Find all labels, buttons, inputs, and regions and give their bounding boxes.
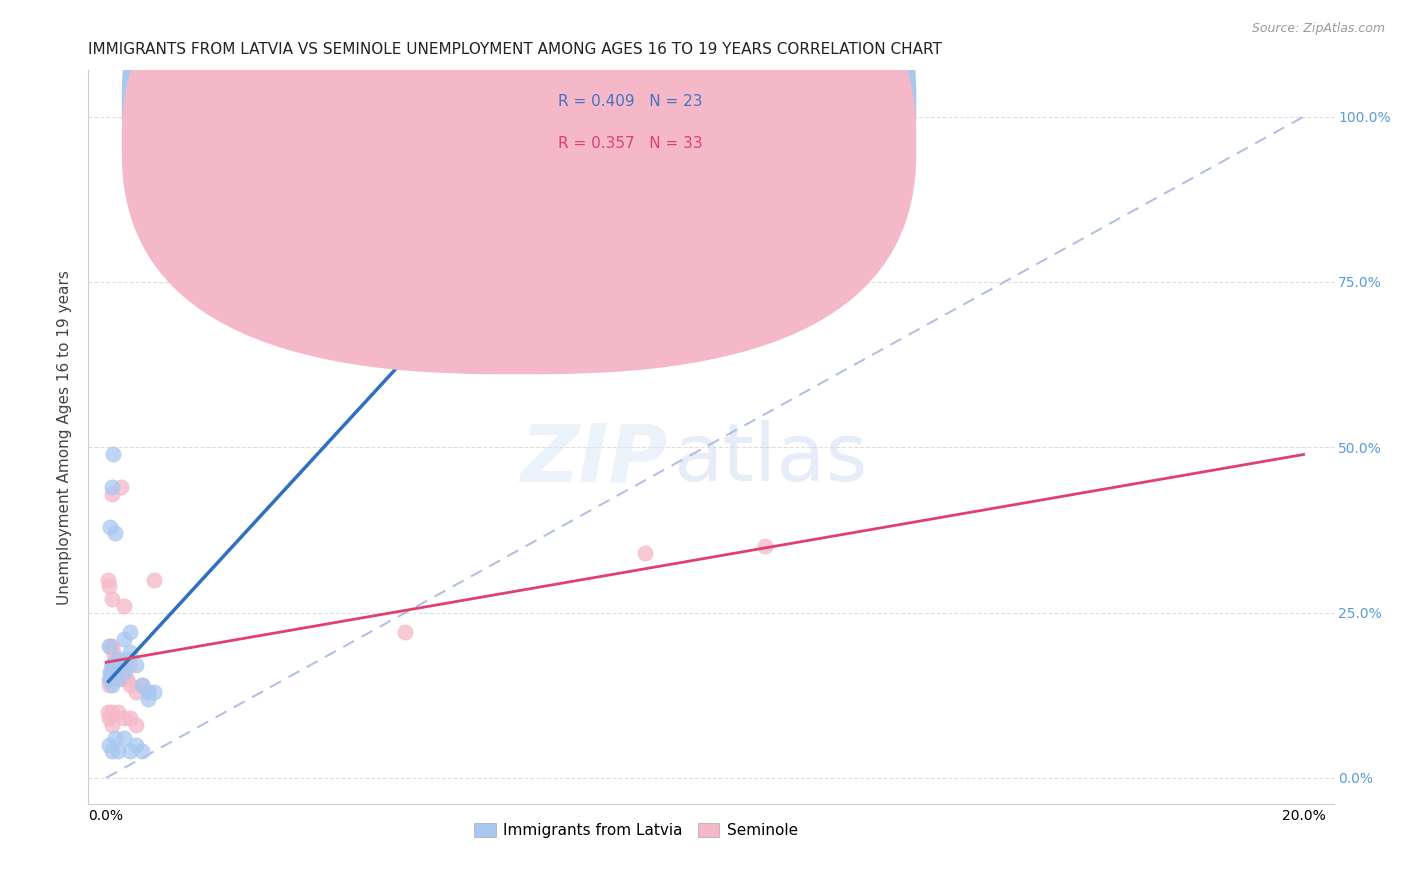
Point <box>98 579 121 593</box>
Text: R = 0.409   N = 23: R = 0.409 N = 23 <box>558 95 702 110</box>
Point <box>112 711 135 725</box>
Point <box>115 652 138 666</box>
Point <box>131 678 153 692</box>
Point <box>104 526 127 541</box>
Point <box>97 672 120 686</box>
Point <box>112 599 135 613</box>
Point <box>394 625 416 640</box>
Point <box>110 658 132 673</box>
Point <box>100 592 122 607</box>
Point <box>101 705 124 719</box>
Point <box>107 672 129 686</box>
Point <box>634 546 657 560</box>
Point <box>97 639 120 653</box>
Point <box>101 665 124 679</box>
Point <box>103 447 125 461</box>
Point <box>98 738 121 752</box>
Point <box>125 685 148 699</box>
Point <box>107 658 129 673</box>
Point <box>107 744 129 758</box>
Y-axis label: Unemployment Among Ages 16 to 19 years: Unemployment Among Ages 16 to 19 years <box>58 270 72 605</box>
Point <box>120 678 142 692</box>
Point <box>97 573 120 587</box>
Point <box>131 744 153 758</box>
Point <box>110 480 132 494</box>
Point <box>454 242 477 256</box>
Point <box>120 645 142 659</box>
Point <box>97 705 120 719</box>
Point <box>107 665 129 679</box>
Point <box>101 658 124 673</box>
Point <box>125 738 148 752</box>
Point <box>136 685 159 699</box>
Point <box>120 711 142 725</box>
Text: IMMIGRANTS FROM LATVIA VS SEMINOLE UNEMPLOYMENT AMONG AGES 16 TO 19 YEARS CORREL: IMMIGRANTS FROM LATVIA VS SEMINOLE UNEMP… <box>89 42 942 57</box>
Point <box>754 540 776 554</box>
Point <box>101 658 124 673</box>
Point <box>101 480 124 494</box>
Point <box>107 705 129 719</box>
Point <box>101 486 124 500</box>
Point <box>112 632 135 646</box>
Point <box>98 639 121 653</box>
Text: ZIP: ZIP <box>520 420 668 499</box>
Text: Source: ZipAtlas.com: Source: ZipAtlas.com <box>1251 22 1385 36</box>
Point <box>143 573 166 587</box>
Point <box>101 718 124 732</box>
Legend: Immigrants from Latvia, Seminole: Immigrants from Latvia, Seminole <box>468 817 804 845</box>
Point <box>101 678 124 692</box>
Point <box>101 744 124 758</box>
Point <box>115 672 138 686</box>
FancyBboxPatch shape <box>122 0 917 333</box>
Point <box>98 519 121 533</box>
FancyBboxPatch shape <box>122 0 917 375</box>
Point <box>100 665 122 679</box>
Point <box>104 731 127 746</box>
Point <box>125 718 148 732</box>
Point <box>136 685 159 699</box>
Point <box>98 711 121 725</box>
Point <box>120 744 142 758</box>
Point <box>107 652 129 666</box>
Point <box>104 652 127 666</box>
Point <box>97 678 120 692</box>
Point <box>101 639 124 653</box>
Point <box>112 665 135 679</box>
Point <box>120 625 142 640</box>
Point <box>112 672 135 686</box>
Point <box>104 672 127 686</box>
Point <box>136 691 159 706</box>
Text: R = 0.357   N = 33: R = 0.357 N = 33 <box>558 136 702 152</box>
Point <box>98 665 121 679</box>
Point <box>103 645 125 659</box>
Point <box>131 678 153 692</box>
Point <box>125 658 148 673</box>
Point <box>98 672 121 686</box>
Text: atlas: atlas <box>673 420 868 499</box>
Point <box>112 731 135 746</box>
FancyBboxPatch shape <box>474 70 830 177</box>
Point <box>120 658 142 673</box>
Point <box>101 658 124 673</box>
Point <box>143 685 166 699</box>
